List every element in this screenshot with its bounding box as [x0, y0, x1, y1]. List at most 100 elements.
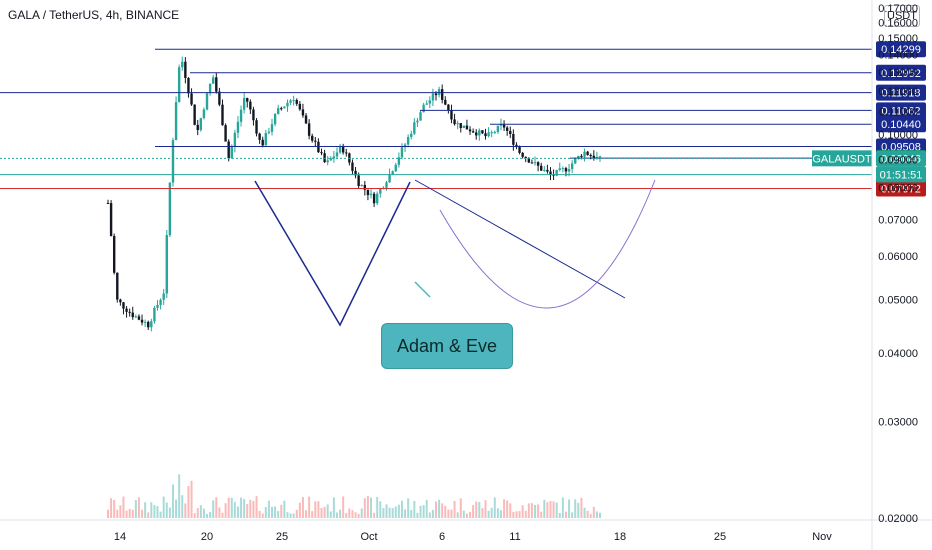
horizontal-levels: 0.142990.129520.119180.110620.104400.095…	[0, 41, 926, 197]
volume-bar	[555, 502, 558, 518]
candle-body	[295, 100, 298, 104]
volume-bar	[305, 510, 308, 518]
volume-bar	[175, 499, 178, 518]
volume-bar	[564, 511, 567, 518]
candle-body	[592, 155, 596, 159]
volume-bar	[428, 512, 431, 518]
candle-body	[267, 131, 271, 133]
volume-bar	[178, 474, 181, 518]
candle-body	[444, 99, 447, 105]
volume-bar	[552, 501, 555, 518]
volume-bar	[286, 512, 289, 518]
volume-bar	[376, 496, 379, 518]
candle-body	[345, 152, 348, 154]
volume-bar	[540, 511, 543, 518]
volume-bar	[187, 486, 190, 518]
countdown-tag	[876, 166, 926, 183]
price-tag-label: 0.09046	[881, 153, 921, 165]
candle-body	[518, 146, 521, 153]
volume-bar	[534, 504, 537, 518]
volume-bar	[431, 509, 434, 518]
candle-body	[546, 169, 549, 172]
volume-bar	[236, 506, 239, 518]
volume-bar	[134, 500, 137, 518]
candle-body	[286, 102, 289, 107]
candle-body	[301, 109, 305, 116]
volume-bar	[274, 506, 277, 518]
candle-body	[536, 162, 540, 166]
volume-bar	[249, 499, 252, 518]
volume-bar	[444, 505, 447, 518]
candle-body	[326, 160, 329, 163]
candle-body	[162, 293, 165, 300]
volume-bar	[289, 513, 292, 518]
volume-bar	[515, 511, 518, 518]
candle-body	[521, 152, 524, 157]
volume-bar	[450, 509, 453, 518]
candle-body	[215, 77, 218, 92]
candle-body	[397, 157, 401, 165]
candle-body	[261, 139, 264, 146]
candle-body	[193, 104, 196, 125]
volume-bar	[435, 501, 437, 518]
price-tag-label: 0.11918	[882, 88, 921, 100]
annotation-label: Adam & Eve	[396, 335, 498, 356]
volume-bar	[113, 499, 116, 518]
candle-body	[570, 163, 574, 170]
volume-bar	[243, 499, 246, 518]
candle-body	[270, 124, 274, 132]
candle-body	[196, 124, 199, 131]
candle-body	[221, 104, 224, 126]
volume-bar	[215, 497, 218, 518]
volume-bar	[230, 497, 233, 518]
candle-body	[354, 170, 357, 176]
candle-body	[530, 162, 534, 164]
candle-body	[320, 152, 323, 154]
volume-bar	[456, 512, 459, 518]
candle-body	[416, 120, 419, 123]
candle-body	[372, 193, 376, 204]
candle-body	[181, 61, 184, 68]
candle-body	[394, 164, 397, 172]
volume-bar	[116, 509, 119, 518]
candle-body	[224, 125, 227, 142]
candle-body	[499, 124, 503, 126]
candle-body	[147, 321, 150, 328]
volume-bar	[190, 480, 193, 518]
volume-bar	[391, 508, 394, 518]
candle-body	[524, 156, 527, 159]
volume-bar	[568, 499, 571, 518]
volume-bar	[394, 506, 397, 518]
volume-bar	[150, 502, 153, 518]
volume-bar	[212, 500, 215, 518]
volume-bar	[447, 509, 450, 518]
candle-body	[236, 121, 240, 133]
volume-bar	[509, 503, 512, 518]
currency-unit-button[interactable]: USDT	[884, 5, 920, 27]
candle-body	[459, 123, 462, 128]
candle-body	[131, 312, 134, 318]
candle-body	[212, 77, 215, 84]
volume-bar	[209, 512, 212, 518]
price-tag	[876, 150, 926, 167]
candle-body	[171, 140, 175, 183]
volume-bar	[580, 497, 583, 518]
volume-bar	[255, 496, 258, 518]
candle-body	[505, 127, 509, 131]
volume-bar	[351, 510, 354, 518]
candle-body	[351, 162, 354, 171]
volume-bar	[527, 503, 530, 518]
candle-body	[187, 77, 190, 94]
candle-body	[332, 156, 336, 159]
candle-body	[574, 158, 577, 164]
volume-bar	[462, 510, 465, 518]
candle-body	[468, 129, 472, 132]
candle-body	[385, 182, 388, 188]
volume-bar	[128, 508, 131, 518]
adam-eve-annotation[interactable]: Adam & Eve	[381, 323, 513, 369]
candle-body	[369, 193, 373, 196]
candle-body	[540, 165, 543, 171]
y-tick-label: 0.11000	[879, 107, 918, 119]
